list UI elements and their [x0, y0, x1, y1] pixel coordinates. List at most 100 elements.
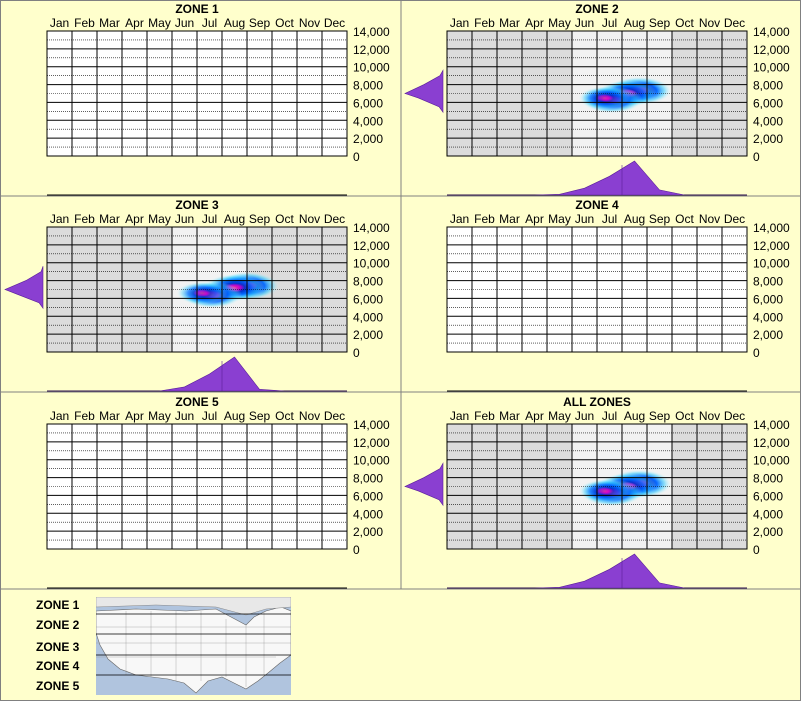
month-label-sep: Sep — [249, 16, 271, 30]
month-label-mar: Mar — [499, 16, 520, 30]
ytick-label: 4,000 — [353, 310, 383, 324]
plot-border — [46, 30, 348, 157]
panel-title: ZONE 3 — [175, 198, 219, 212]
legend-zone-1-label: ZONE 1 — [36, 598, 80, 612]
month-label-mar: Mar — [99, 16, 120, 30]
month-label-nov: Nov — [299, 212, 320, 226]
month-label-jan: Jan — [50, 409, 69, 423]
elevation-density-area — [404, 69, 444, 114]
month-label-nov: Nov — [699, 409, 720, 423]
plot-border — [446, 423, 748, 550]
ytick-label: 6,000 — [353, 292, 383, 306]
month-label-feb: Feb — [74, 16, 95, 30]
ytick-label: 4,000 — [353, 507, 383, 521]
month-label-aug: Aug — [224, 16, 245, 30]
month-label-jan: Jan — [450, 212, 469, 226]
ytick-label: 2,000 — [753, 328, 783, 342]
ytick-label: 10,000 — [353, 257, 390, 271]
month-label-jun: Jun — [175, 409, 194, 423]
ytick-label: 4,000 — [753, 507, 783, 521]
ytick-label: 6,000 — [753, 96, 783, 110]
month-label-dec: Dec — [324, 212, 345, 226]
month-label-may: May — [548, 16, 571, 30]
month-label-nov: Nov — [299, 409, 320, 423]
ytick-label: 2,000 — [353, 132, 383, 146]
ytick-label: 8,000 — [353, 472, 383, 486]
month-label-jul: Jul — [202, 409, 217, 423]
month-label-apr: Apr — [525, 409, 544, 423]
ytick-label: 0 — [353, 543, 360, 557]
month-label-jul: Jul — [202, 212, 217, 226]
month-label-jan: Jan — [450, 16, 469, 30]
ytick-label: 12,000 — [753, 436, 790, 450]
month-label-aug: Aug — [624, 212, 645, 226]
us-map-image — [96, 597, 291, 695]
ytick-label: 2,000 — [353, 525, 383, 539]
legend-zone-2-label: ZONE 2 — [36, 618, 80, 632]
panel-4: ZONE 4 Jan Feb Mar Apr May Jun Jul Aug Sep Oct Nov D… — [446, 198, 790, 392]
month-label-dec: Dec — [724, 212, 745, 226]
legend-zone-5-label: ZONE 5 — [36, 679, 80, 693]
ytick-label: 6,000 — [353, 96, 383, 110]
ytick-label: 14,000 — [353, 418, 390, 432]
month-label-aug: Aug — [224, 212, 245, 226]
month-label-feb: Feb — [74, 212, 95, 226]
ytick-label: 10,000 — [753, 61, 790, 75]
month-label-feb: Feb — [74, 409, 95, 423]
ytick-label: 14,000 — [753, 221, 790, 235]
ytick-label: 0 — [753, 150, 760, 164]
ytick-label: 10,000 — [753, 454, 790, 468]
panel-title: ZONE 2 — [575, 2, 619, 16]
ytick-label: 12,000 — [353, 43, 390, 57]
ytick-label: 8,000 — [753, 275, 783, 289]
month-label-sep: Sep — [249, 212, 271, 226]
ytick-label: 6,000 — [753, 489, 783, 503]
month-label-jul: Jul — [602, 409, 617, 423]
month-label-may: May — [148, 16, 171, 30]
panel-title: ZONE 5 — [175, 395, 219, 409]
month-label-sep: Sep — [249, 409, 271, 423]
map-state-borders — [96, 611, 291, 687]
month-label-dec: Dec — [324, 409, 345, 423]
month-label-dec: Dec — [724, 409, 745, 423]
month-density-area — [447, 160, 747, 196]
plot-border — [446, 30, 748, 157]
month-label-jul: Jul — [202, 16, 217, 30]
ytick-label: 2,000 — [753, 132, 783, 146]
ytick-label: 10,000 — [753, 257, 790, 271]
ytick-label: 12,000 — [753, 43, 790, 57]
month-label-apr: Apr — [125, 16, 144, 30]
month-label-jun: Jun — [575, 16, 594, 30]
ytick-label: 8,000 — [353, 275, 383, 289]
panel-title: ALL ZONES — [563, 395, 631, 409]
month-label-dec: Dec — [724, 16, 745, 30]
panel-3: ZONE 3 Jan Feb Mar Apr May Jun Jul Aug Sep Oct Nov D… — [4, 198, 390, 392]
month-density-area — [447, 553, 747, 589]
month-density-area — [47, 356, 347, 392]
map-canada — [96, 597, 291, 616]
panel-2: ZONE 2 Jan Feb Mar Apr May Jun Jul Aug Sep Oct Nov D… — [404, 2, 790, 196]
heat-blob — [578, 479, 631, 503]
month-label-oct: Oct — [675, 409, 694, 423]
month-label-apr: Apr — [525, 212, 544, 226]
month-label-jun: Jun — [175, 16, 194, 30]
month-label-may: May — [148, 212, 171, 226]
month-label-apr: Apr — [125, 212, 144, 226]
ytick-label: 0 — [753, 543, 760, 557]
ytick-label: 12,000 — [353, 436, 390, 450]
month-label-oct: Oct — [275, 212, 294, 226]
month-label-sep: Sep — [649, 212, 671, 226]
ytick-label: 0 — [353, 346, 360, 360]
heat-blob — [176, 281, 228, 305]
ytick-label: 6,000 — [353, 489, 383, 503]
month-label-dec: Dec — [324, 16, 345, 30]
ytick-label: 4,000 — [753, 310, 783, 324]
month-label-jan: Jan — [450, 409, 469, 423]
ytick-label: 10,000 — [353, 454, 390, 468]
month-label-sep: Sep — [649, 409, 671, 423]
map-land — [96, 606, 291, 694]
month-label-jun: Jun — [175, 212, 194, 226]
month-label-nov: Nov — [699, 16, 720, 30]
elevation-density-area — [404, 462, 444, 507]
